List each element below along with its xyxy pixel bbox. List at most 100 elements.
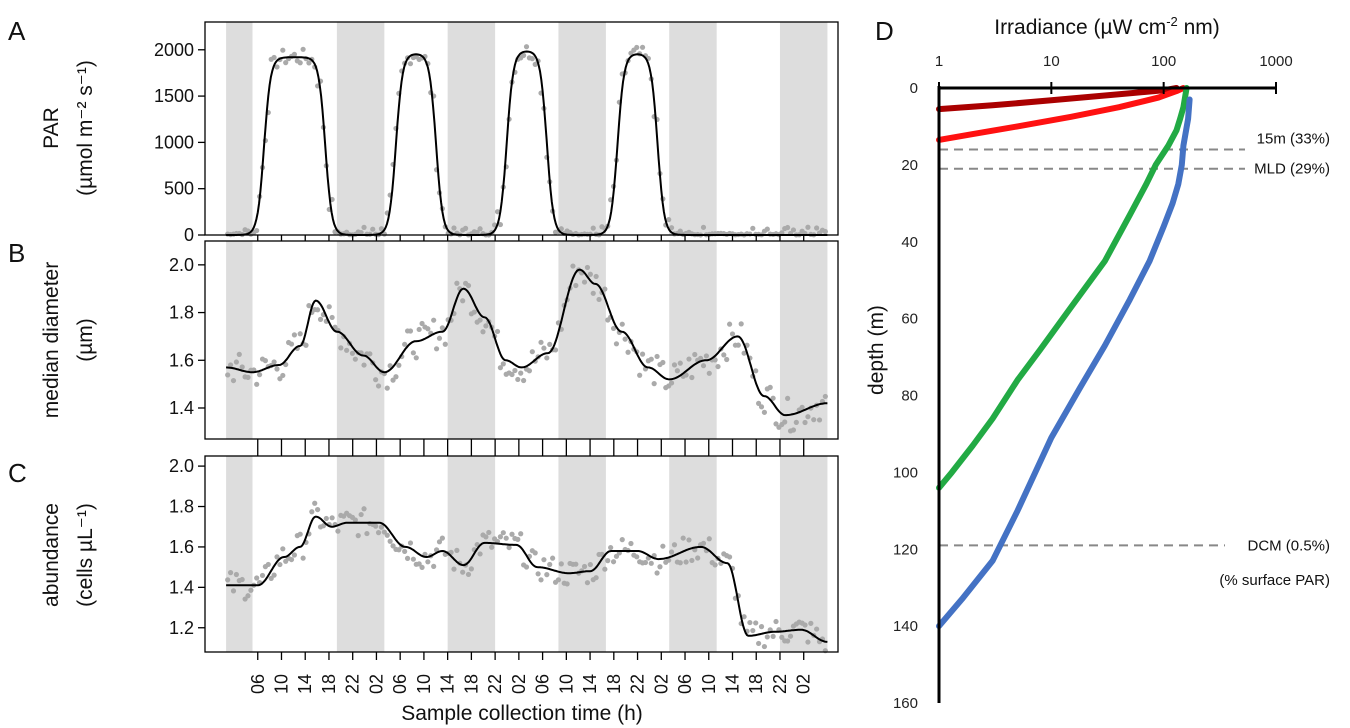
pb-point bbox=[303, 342, 309, 348]
panel-c-smooth-line bbox=[226, 515, 828, 643]
pc-point bbox=[761, 643, 768, 650]
pb-point bbox=[753, 368, 759, 374]
pb-point bbox=[344, 347, 350, 353]
pc-point bbox=[599, 551, 605, 557]
pc-point bbox=[300, 555, 306, 561]
pc-point bbox=[402, 548, 408, 555]
pc-point bbox=[503, 535, 509, 541]
pb-point bbox=[384, 385, 390, 391]
d-y-tick-label: 40 bbox=[901, 234, 918, 251]
pb-point bbox=[596, 296, 602, 303]
pb-point bbox=[648, 356, 654, 362]
panel-d-series bbox=[936, 85, 1193, 630]
pb-point bbox=[816, 417, 823, 423]
y-tick-label: 1.8 bbox=[169, 303, 194, 323]
pc-point bbox=[230, 588, 237, 594]
pa-point bbox=[283, 60, 289, 66]
d-y-tick-label: 120 bbox=[893, 541, 918, 558]
pc-point bbox=[787, 633, 794, 639]
pb-point bbox=[677, 360, 683, 366]
pb-point bbox=[390, 377, 396, 383]
pb-point bbox=[782, 419, 788, 425]
pb-point bbox=[526, 368, 533, 374]
panel-d-x-ticks: 1 10 100 1000 bbox=[935, 53, 1293, 94]
pc-point bbox=[758, 624, 765, 630]
pb-point bbox=[767, 384, 773, 390]
pb-point bbox=[622, 336, 628, 342]
panel-b-night-bands bbox=[226, 241, 828, 439]
pb-point bbox=[703, 353, 709, 359]
pa-point bbox=[668, 225, 675, 231]
panel-b-ylabel-1: median diameter bbox=[40, 262, 63, 418]
panel-a-y-ticks: 0 500 1000 1500 2000 bbox=[154, 40, 205, 245]
pb-point bbox=[683, 372, 689, 378]
panel-d-title: Irradiance (µW cm-2 nm) bbox=[994, 14, 1220, 39]
pc-point bbox=[375, 530, 382, 536]
pc-point bbox=[547, 561, 553, 568]
x-tick-label: 02 bbox=[794, 674, 814, 694]
pb-point bbox=[802, 419, 808, 426]
pc-point bbox=[515, 536, 521, 542]
d-x-tick-label: 100 bbox=[1151, 53, 1176, 70]
pb-point bbox=[758, 404, 765, 410]
pa-point bbox=[297, 60, 303, 66]
pc-point bbox=[361, 506, 367, 512]
pc-point bbox=[544, 572, 550, 578]
pc-point bbox=[602, 566, 608, 572]
pb-point bbox=[416, 326, 422, 333]
d-x-tick-label: 10 bbox=[1043, 53, 1060, 70]
panel-c-frame bbox=[204, 455, 839, 653]
x-tick-label: 14 bbox=[295, 674, 315, 694]
pc-point bbox=[265, 561, 271, 568]
pc-point bbox=[274, 554, 280, 560]
pc-point bbox=[532, 550, 538, 556]
d-irradiance-line bbox=[936, 85, 1190, 491]
pc-night-band bbox=[447, 456, 496, 652]
panel-d-title-end: nm) bbox=[1178, 16, 1220, 39]
pb-point bbox=[790, 427, 797, 433]
pc-point bbox=[677, 560, 683, 566]
pa-night-band bbox=[669, 22, 717, 235]
panel-b-frame bbox=[204, 240, 839, 440]
pb-point bbox=[465, 282, 472, 289]
pc-point bbox=[535, 571, 541, 577]
pc-point bbox=[648, 560, 654, 566]
pb-point bbox=[431, 317, 437, 323]
pa-point bbox=[764, 226, 770, 232]
pc-point bbox=[518, 531, 524, 537]
pc-point bbox=[753, 620, 759, 626]
panel-letter-b: B bbox=[8, 238, 25, 268]
pc-point bbox=[378, 524, 385, 530]
x-tick-label: 18 bbox=[461, 674, 481, 694]
panel-d-note: (% surface PAR) bbox=[1219, 572, 1330, 589]
pa-point bbox=[300, 46, 306, 52]
pc-point bbox=[689, 557, 695, 564]
y-tick-label: 500 bbox=[164, 179, 194, 199]
pb-point bbox=[349, 350, 356, 356]
pb-point bbox=[538, 339, 544, 345]
pb-point bbox=[521, 377, 527, 384]
pc-point bbox=[550, 555, 556, 561]
x-tick-label: 06 bbox=[248, 674, 268, 694]
pc-point bbox=[233, 571, 239, 578]
pc-night-band bbox=[779, 456, 828, 652]
pc-point bbox=[384, 532, 390, 538]
pc-point bbox=[558, 561, 564, 567]
y-tick-label: 1500 bbox=[154, 86, 194, 106]
panel-d-y-ticks: 0 20 40 60 80 100 120 140 160 bbox=[893, 80, 918, 712]
panel-a-night-bands bbox=[226, 22, 828, 235]
pb-point bbox=[480, 329, 486, 335]
pb-point bbox=[697, 355, 704, 361]
panel-c-points bbox=[225, 500, 828, 654]
panel-tick-connectors bbox=[257, 235, 805, 456]
pc-point bbox=[683, 559, 689, 565]
pb-point bbox=[239, 364, 245, 370]
pb-point bbox=[651, 381, 657, 387]
pb-point bbox=[236, 351, 242, 358]
panel-d-title-sup: -2 bbox=[1166, 14, 1178, 29]
pb-point bbox=[262, 358, 268, 364]
pb-night-band bbox=[336, 241, 385, 439]
pb-point bbox=[735, 342, 741, 348]
pb-point bbox=[529, 349, 535, 355]
pc-point bbox=[312, 500, 318, 506]
